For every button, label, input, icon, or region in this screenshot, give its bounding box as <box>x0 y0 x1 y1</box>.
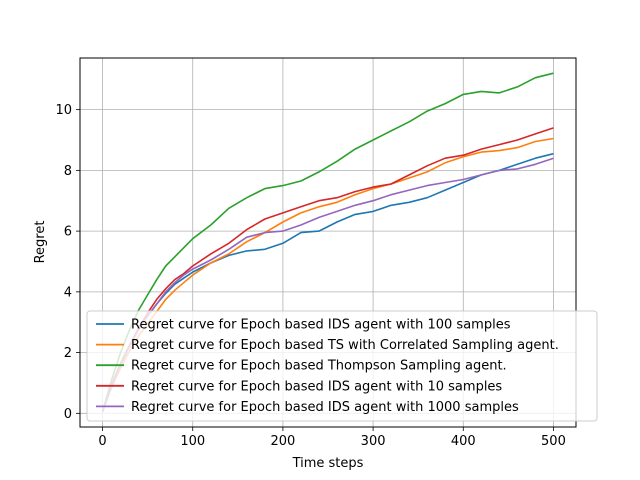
y-tick-label: 6 <box>64 225 72 240</box>
y-axis-label: Regret <box>33 221 48 264</box>
x-tick-label: 300 <box>361 434 386 449</box>
plot-area-frame <box>79 57 577 428</box>
x-tick-label: 500 <box>541 434 566 449</box>
series-line-2 <box>101 72 554 413</box>
legend-entry: Regret curve for Epoch based Thompson Sa… <box>131 359 507 374</box>
legend-entry: Regret curve for Epoch based IDS agent w… <box>131 379 502 394</box>
y-tick-label: 2 <box>64 346 72 361</box>
x-tick-label: 0 <box>98 434 106 449</box>
legend-entry: Regret curve for Epoch based TS with Cor… <box>131 338 559 353</box>
x-tick-label: 200 <box>270 434 295 449</box>
x-tick-label: 100 <box>180 434 205 449</box>
y-tick-label: 0 <box>64 407 72 422</box>
legend-box <box>86 310 598 422</box>
axis-ticks: 0 100 200 300 400 500 0 2 4 6 8 10 <box>55 103 565 449</box>
x-tick-label: 400 <box>451 434 476 449</box>
x-axis-label: Time steps <box>292 456 364 471</box>
y-tick-label: 10 <box>55 103 72 118</box>
legend-entry: Regret curve for Epoch based IDS agent w… <box>131 400 519 415</box>
y-tick-label: 8 <box>64 164 72 179</box>
legend: Regret curve for Epoch based IDS agent w… <box>86 310 598 422</box>
y-tick-label: 4 <box>64 285 72 300</box>
legend-entry: Regret curve for Epoch based IDS agent w… <box>131 318 511 333</box>
